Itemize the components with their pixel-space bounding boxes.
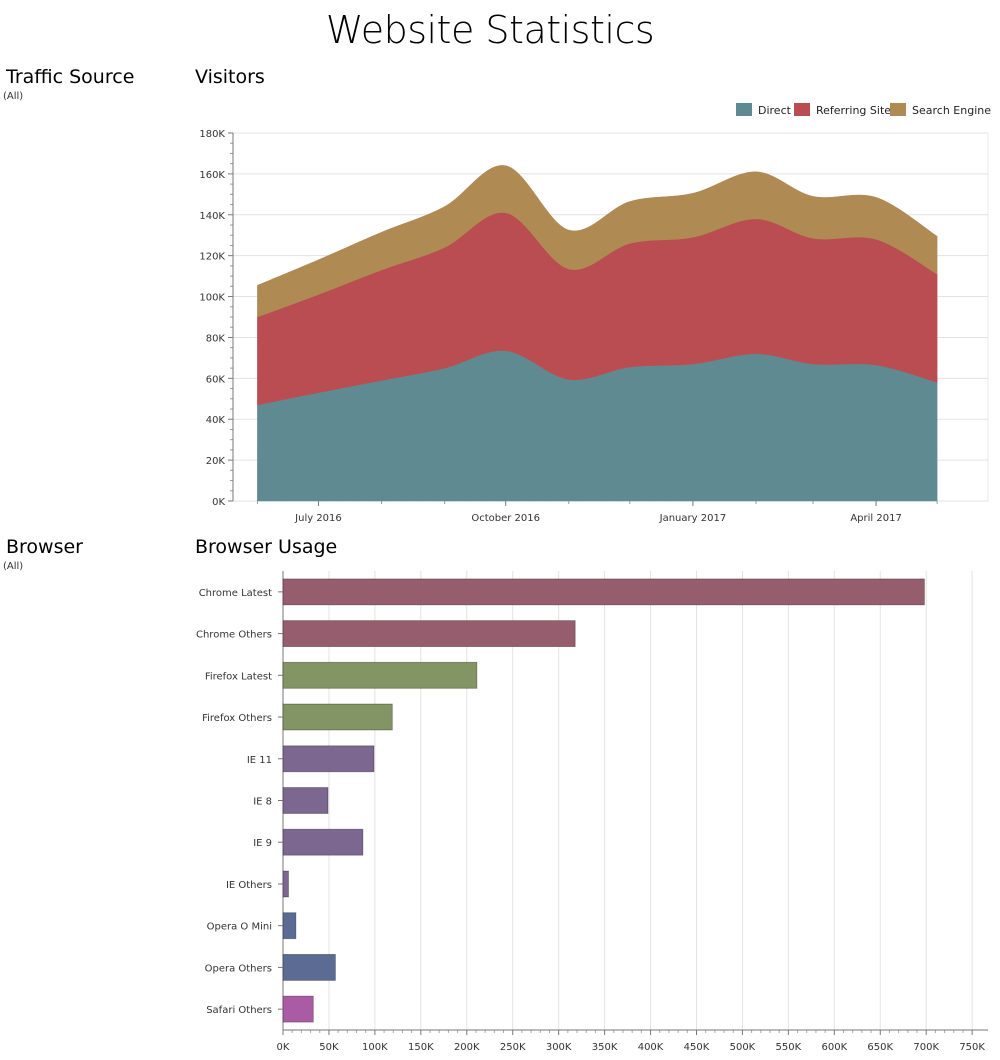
bar-safari-others (282, 995, 314, 1023)
x-tick-label: 150K (408, 1042, 434, 1053)
y-tick-label: 0K (212, 497, 225, 508)
legend-label-direct: Direct (758, 104, 792, 117)
bar-opera-others (282, 953, 336, 981)
bar-firefox-others (282, 703, 393, 731)
bar-ie-9 (282, 828, 364, 856)
x-tick-label: 400K (638, 1042, 664, 1053)
x-tick-label: 500K (730, 1042, 756, 1053)
bar-opera-o-mini (282, 912, 297, 940)
x-tick-label: April 2017 (850, 513, 901, 524)
x-tick-label: 700K (913, 1042, 939, 1053)
x-tick-label: October 2016 (471, 513, 540, 524)
y-tick-label: 100K (199, 293, 225, 304)
x-tick-label: 650K (867, 1042, 893, 1053)
visitors-area-chart: 0K 20K 40K 60K 80K 100K 120K 140K 160K 180K July 2… (199, 103, 991, 524)
traffic-source-filter-title: Traffic Source (6, 66, 135, 88)
y-tick-label: 20K (206, 456, 226, 467)
bar-ie-11 (282, 745, 375, 773)
bar-ie-8 (282, 787, 329, 814)
y-tick-label: Firefox Latest (205, 671, 272, 682)
x-tick-label: 550K (776, 1042, 802, 1053)
browser-filter-value[interactable]: (All) (3, 561, 24, 572)
browser-usage-bar-chart: 0K 50K 100K 150K 200K 250K 300K 350K 400K 450K 500… (196, 571, 988, 1053)
visitors-chart-title: Visitors (195, 66, 265, 88)
x-tick-label: 100K (362, 1042, 388, 1053)
browser-filter-title: Browser (6, 536, 83, 558)
bar-chrome-others (282, 620, 576, 647)
x-tick-label: 350K (592, 1042, 618, 1053)
legend-label-referring-site: Referring Site (816, 104, 891, 117)
y-tick-label: Opera O Mini (207, 922, 272, 933)
x-tick-label: July 2016 (294, 513, 342, 524)
area-series-search-engine (257, 165, 938, 318)
bar-firefox-latest (282, 661, 478, 689)
page-title: Website Statistics (325, 8, 655, 52)
y-tick-label: IE 9 (253, 838, 272, 849)
x-tick-label: 600K (821, 1042, 847, 1053)
y-tick-label: Chrome Latest (199, 588, 272, 599)
y-tick-label: Firefox Others (202, 713, 272, 724)
traffic-source-filter-value[interactable]: (All) (3, 91, 24, 102)
y-tick-label: 80K (206, 333, 226, 344)
browser-usage-chart-title: Browser Usage (195, 536, 338, 558)
y-tick-label: Safari Others (206, 1005, 272, 1016)
y-tick-label: IE 11 (247, 755, 272, 766)
y-tick-label: Chrome Others (196, 630, 272, 641)
legend-swatch-search-engine (890, 103, 906, 116)
y-tick-label: IE 8 (253, 797, 272, 808)
x-tick-label: January 2017 (659, 513, 727, 524)
x-tick-label: 0K (277, 1042, 290, 1053)
y-tick-label: 40K (206, 415, 226, 426)
y-tick-label: 120K (199, 252, 225, 263)
bar-ie-others (282, 870, 289, 898)
y-tick-label: 60K (206, 374, 226, 385)
x-tick-label: 450K (684, 1042, 710, 1053)
y-tick-label: 160K (199, 170, 225, 181)
legend-swatch-referring-site (794, 103, 810, 116)
legend-label-search-engine: Search Engine (912, 104, 991, 117)
y-tick-label: Opera Others (205, 963, 272, 974)
bar-chrome-latest (282, 578, 925, 606)
x-tick-label: 50K (319, 1042, 339, 1053)
x-tick-label: 300K (546, 1042, 572, 1053)
legend-swatch-direct (736, 103, 752, 116)
x-tick-label: 750K (959, 1042, 985, 1053)
y-tick-label: 180K (199, 129, 225, 140)
x-tick-label: 250K (500, 1042, 526, 1053)
y-tick-label: IE Others (226, 880, 272, 891)
x-tick-label: 200K (454, 1042, 480, 1053)
y-tick-label: 140K (199, 211, 225, 222)
